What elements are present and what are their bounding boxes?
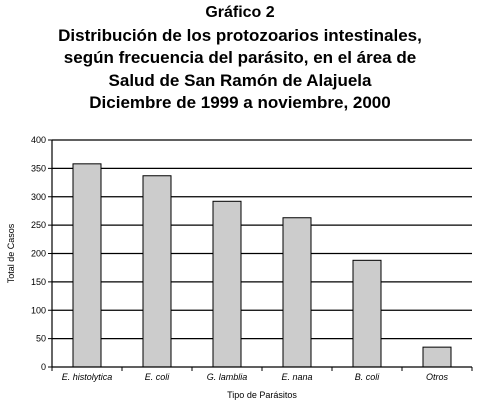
bar-3 <box>282 217 312 368</box>
chart-title-line-3: según frecuencia del parásito, en el áre… <box>63 48 417 67</box>
y-tick-label-2: 100 <box>31 305 46 315</box>
x-axis-label: Tipo de Parásitos <box>227 390 297 400</box>
y-tick-label-7: 350 <box>31 163 46 173</box>
bar-2 <box>212 200 242 368</box>
y-tick-labels: 0 50 100 150 200 250 300 350 400 <box>31 135 46 372</box>
chart-title-line-4: Salud de San Ramón de Alajuela <box>108 70 372 90</box>
y-tick-label-1: 50 <box>36 334 46 344</box>
x-tick-label-3: E. nana <box>281 372 312 382</box>
chart-title-line-1: Gráfico 2 <box>205 4 275 21</box>
x-tick-labels: E. histolytica E. coli G. lamblia E. nana B.… <box>62 372 449 382</box>
bar-5 <box>422 346 452 368</box>
bar-4 <box>352 259 382 368</box>
x-tick-label-4: B. coli <box>355 372 381 382</box>
axes <box>48 139 473 371</box>
y-tick-label-0: 0 <box>41 362 46 372</box>
y-axis-label: Total de Casos <box>6 223 16 283</box>
x-tick-label-5: Otros <box>426 372 449 382</box>
bars <box>72 163 452 368</box>
bar-0 <box>72 163 102 368</box>
chart-title-line-5: Diciembre de 1999 a noviembre, 2000 <box>89 93 391 112</box>
y-tick-label-6: 300 <box>31 192 46 202</box>
y-tick-label-8: 400 <box>31 135 46 145</box>
y-tick-label-3: 150 <box>31 277 46 287</box>
x-tick-label-0: E. histolytica <box>62 372 113 382</box>
grid-lines <box>52 139 472 340</box>
chart-title: Gráfico 2 Distribución de los protozoari… <box>0 2 480 115</box>
y-tick-label-4: 200 <box>31 249 46 259</box>
y-tick-label-5: 250 <box>31 220 46 230</box>
chart-title-line-2: Distribución de los protozoarios intesti… <box>58 25 422 45</box>
x-tick-label-2: G. lamblia <box>207 372 248 382</box>
bar-1 <box>142 175 172 368</box>
x-tick-label-1: E. coli <box>145 372 171 382</box>
